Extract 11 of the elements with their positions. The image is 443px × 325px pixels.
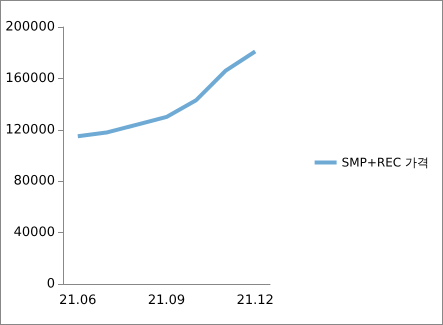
y-tick-label: 80000 [14,174,55,189]
x-tick-label: 21.06 [59,293,96,308]
y-tick-label: 200000 [5,20,55,34]
y-tick-label: 40000 [14,225,55,240]
x-tick-label: 21.12 [236,293,274,308]
x-tick-label: 21.09 [148,293,186,308]
y-tick-label: 120000 [5,122,55,138]
legend-label: SMP+REC 가격 [342,156,429,170]
y-tick-label: 160000 [5,70,55,86]
line-series [76,49,258,138]
y-tick-label: 0 [46,276,55,292]
